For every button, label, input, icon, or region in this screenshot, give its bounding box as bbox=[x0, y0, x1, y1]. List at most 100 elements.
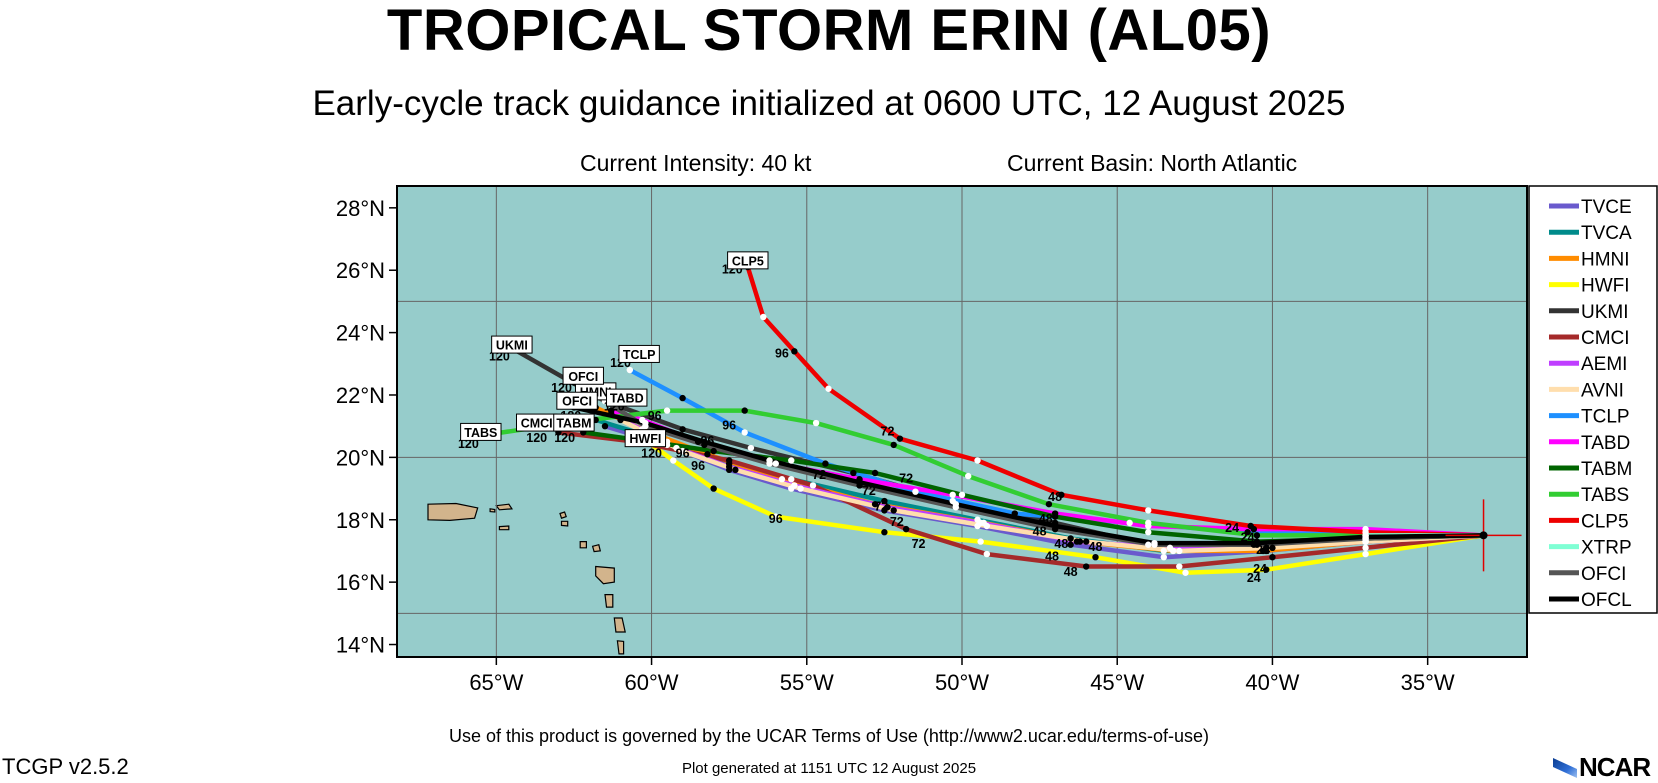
track-point-cmci bbox=[1082, 563, 1090, 570]
track-point-ofcl bbox=[1051, 522, 1059, 530]
track-point-aemi bbox=[1263, 544, 1270, 552]
legend-entry-tvca: TVCA bbox=[1581, 223, 1632, 244]
map-frame bbox=[396, 185, 1528, 658]
track-point-avni bbox=[679, 447, 686, 455]
forecast-hour-label: 96 bbox=[691, 459, 705, 473]
track-point-clp5 bbox=[896, 435, 904, 442]
model-label-box bbox=[618, 344, 660, 363]
forecast-hour-label: 96 bbox=[775, 347, 789, 361]
forecast-hour-label: 96 bbox=[722, 418, 736, 432]
x-tick-label: 65°W bbox=[469, 670, 523, 695]
x-tick-label: 45°W bbox=[1090, 670, 1144, 695]
model-label-box bbox=[606, 388, 648, 407]
plot-generated-time: Plot generated at 1151 UTC 12 August 202… bbox=[681, 760, 977, 777]
model-label-ofci: OFCI bbox=[568, 370, 598, 384]
track-point-tvce bbox=[601, 422, 609, 430]
legend-entry-tabm: TABM bbox=[1581, 459, 1632, 480]
model-label-hwfi: HWFI bbox=[629, 432, 661, 446]
track-point-hwfi bbox=[710, 485, 717, 492]
model-label-box bbox=[727, 251, 769, 270]
y-tick-label: 24°N bbox=[336, 321, 385, 346]
track-point-tclp bbox=[822, 460, 829, 467]
track-point-cmci bbox=[1269, 553, 1276, 561]
track-point-clp5 bbox=[760, 313, 767, 321]
storm-position-marker bbox=[1479, 531, 1488, 540]
track-point-cmci bbox=[983, 550, 991, 558]
legend-entry-tabs: TABS bbox=[1581, 485, 1629, 506]
track-point-tclp bbox=[1244, 529, 1251, 536]
forecast-hour-label: 24 bbox=[1247, 571, 1261, 585]
track-point-avni bbox=[1176, 547, 1183, 555]
forecast-hour-label: 24 bbox=[1253, 562, 1267, 576]
y-tick-label: 28°N bbox=[336, 196, 385, 221]
x-tick-label: 40°W bbox=[1245, 670, 1299, 695]
track-point-tabs bbox=[812, 419, 820, 427]
track-point-hwfi bbox=[772, 513, 779, 520]
track-point-cmci bbox=[1176, 563, 1183, 570]
model-label-ukmi: UKMI bbox=[496, 339, 528, 353]
track-point-hmni bbox=[871, 500, 879, 508]
track-point-aemi bbox=[791, 482, 798, 489]
model-label-box bbox=[562, 366, 604, 385]
model-label-clp5: CLP5 bbox=[732, 254, 764, 268]
track-point-avni bbox=[797, 485, 804, 492]
track-point-ukmi bbox=[850, 469, 857, 477]
forecast-hour-label: 48 bbox=[1054, 537, 1068, 551]
track-point-clp5 bbox=[1058, 491, 1065, 499]
island-11 bbox=[489, 508, 496, 513]
track-point-tabm bbox=[1051, 513, 1059, 520]
track-point-ukmi bbox=[1145, 541, 1152, 548]
track-tabs bbox=[478, 408, 1486, 538]
track-point-aemi bbox=[884, 504, 891, 511]
forecast-hour-label: 72 bbox=[899, 471, 913, 485]
model-label-ofcl: OFCI bbox=[562, 395, 592, 409]
model-label-box bbox=[624, 429, 667, 448]
track-point-tabm bbox=[1145, 529, 1152, 536]
track-point-ofcl bbox=[766, 457, 773, 464]
ncar-logo-text: NCAR bbox=[1579, 752, 1651, 782]
track-point-tabd bbox=[949, 491, 956, 499]
track-point-tvca bbox=[1160, 547, 1167, 555]
forecast-hour-label: 24 bbox=[1256, 543, 1270, 557]
track-point-tabm bbox=[871, 469, 879, 477]
track-point-tabs bbox=[1145, 519, 1152, 527]
legend-entry-ofci: OFCI bbox=[1581, 564, 1626, 585]
terms-of-use: Use of this product is governed by the U… bbox=[449, 726, 1209, 746]
track-point-ofcl bbox=[1362, 533, 1369, 541]
forecast-hour-label: 48 bbox=[1048, 490, 1062, 504]
model-label-box bbox=[553, 413, 595, 432]
x-tick-label: 55°W bbox=[780, 670, 834, 695]
track-point-clp5 bbox=[1247, 522, 1254, 530]
track-point-ofcl bbox=[856, 479, 863, 486]
island-9 bbox=[616, 640, 625, 655]
track-point-tabd bbox=[772, 460, 779, 467]
track-point-ofcl bbox=[1151, 539, 1158, 547]
track-point-aemi bbox=[673, 444, 680, 452]
track-point-tabm bbox=[710, 447, 717, 455]
forecast-hour-label: 96 bbox=[676, 446, 690, 460]
island-4 bbox=[560, 520, 569, 527]
island-0 bbox=[427, 502, 479, 522]
track-point-ukmi bbox=[679, 426, 686, 433]
track-point-ukmi bbox=[747, 444, 755, 452]
forecast-hour-label: 72 bbox=[874, 499, 888, 513]
y-tick-label: 18°N bbox=[336, 508, 385, 533]
track-point-tvce bbox=[1160, 553, 1167, 561]
legend-entry-tclp: TCLP bbox=[1581, 407, 1630, 428]
track-point-avni bbox=[983, 522, 991, 530]
x-tick-label: 35°W bbox=[1401, 670, 1455, 695]
track-point-tclp bbox=[679, 394, 686, 402]
track-point-clp5 bbox=[1145, 507, 1152, 514]
track-point-tclp bbox=[1011, 510, 1018, 517]
track-point-ofcl bbox=[1253, 539, 1261, 547]
track-point-avni bbox=[890, 507, 897, 514]
track-point-avni bbox=[732, 466, 739, 474]
forecast-hour-label: 96 bbox=[648, 409, 662, 423]
track-point-tvce bbox=[1067, 541, 1074, 548]
forecast-hour-label: 24 bbox=[1241, 531, 1255, 545]
track-point-cmci bbox=[725, 457, 733, 464]
track-point-tabd bbox=[694, 438, 702, 445]
forecast-hour-label: 72 bbox=[890, 515, 904, 529]
island-1 bbox=[495, 503, 513, 511]
